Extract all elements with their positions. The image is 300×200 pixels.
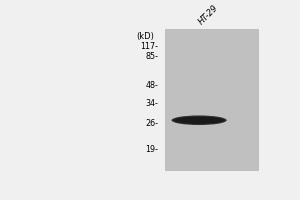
Text: (kD): (kD) [136,32,154,41]
Ellipse shape [173,117,225,124]
Text: 26-: 26- [146,119,158,128]
Text: 117-: 117- [140,42,158,51]
Text: 85-: 85- [146,52,158,61]
Text: 48-: 48- [146,81,158,90]
Bar [165,29,258,170]
Text: 34-: 34- [146,99,158,108]
Text: HT-29: HT-29 [197,3,220,26]
Ellipse shape [172,115,227,125]
Text: 19-: 19- [146,145,158,154]
